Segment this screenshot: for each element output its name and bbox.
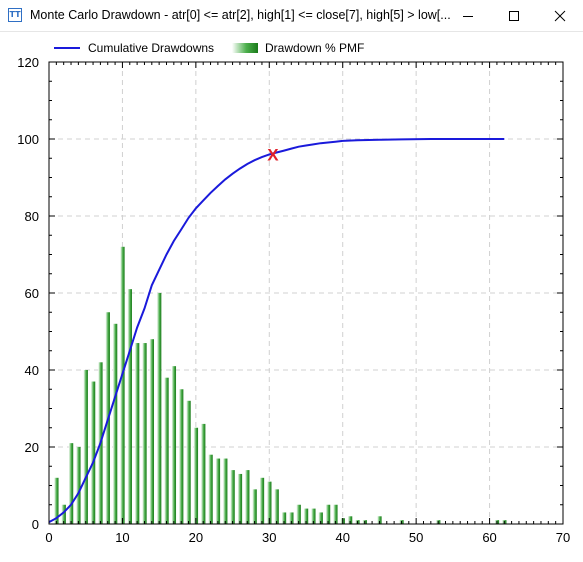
pmf-bar (252, 489, 257, 524)
legend: Cumulative Drawdowns Drawdown % PMF (54, 41, 364, 55)
y-tick-label: 20 (25, 440, 39, 455)
pmf-bar (193, 427, 199, 524)
pmf-bar (237, 473, 243, 524)
pmf-bar (208, 454, 213, 524)
y-tick-label: 80 (25, 209, 39, 224)
pmf-bar (200, 423, 206, 524)
axes: 0 10 20 30 40 50 60 70 0 20 40 60 80 100 120 (17, 55, 570, 545)
pmf-bar (127, 289, 132, 524)
pmf-bar (156, 293, 162, 524)
x-tick-label: 60 (482, 530, 496, 545)
pmf-bar (215, 458, 221, 524)
pmf-bar (230, 470, 235, 524)
pmf-bar (303, 508, 309, 524)
pmf-bar (267, 481, 272, 524)
drawdown-chart: X 0 10 20 30 40 50 60 70 0 20 40 60 80 100 120 Cumulat… (17, 41, 570, 545)
pmf-bar (171, 366, 177, 524)
maximize-button[interactable] (491, 0, 537, 31)
pmf-bar (325, 504, 331, 524)
pmf-bar (61, 504, 66, 524)
x-tick-label: 30 (262, 530, 276, 545)
x-tick-label: 20 (189, 530, 203, 545)
close-icon (554, 10, 566, 21)
pmf-bar (347, 516, 353, 524)
pmf-bar (76, 447, 81, 524)
pmf-bar (281, 512, 287, 524)
pmf-bar (142, 343, 147, 524)
pmf-bar (296, 504, 301, 524)
pmf-bar (178, 389, 184, 524)
legend-bar-swatch (232, 43, 258, 53)
pmf-bar (54, 477, 59, 524)
pmf-bar (134, 343, 140, 524)
minimize-button[interactable] (445, 0, 491, 31)
x-tick-label: 40 (335, 530, 349, 545)
marker-x-label: X (267, 145, 279, 164)
pmf-bar (164, 377, 169, 524)
x-tick-label: 10 (115, 530, 129, 545)
pmf-bar (120, 246, 125, 525)
pmf-bars (54, 246, 507, 525)
legend-label-pmf: Drawdown % PMF (265, 41, 364, 55)
pmf-bar (90, 381, 96, 524)
y-tick-label: 40 (25, 363, 39, 378)
pmf-bar (259, 477, 265, 524)
y-tick-label: 100 (17, 132, 39, 147)
pmf-bar (245, 470, 250, 524)
pmf-bar (223, 458, 228, 524)
pmf-bar (333, 504, 338, 524)
current-drawdown-marker: X (267, 145, 279, 164)
pmf-bar (186, 400, 191, 524)
pmf-bar (149, 339, 155, 524)
app-icon-text: TT (9, 10, 21, 19)
tt-app-icon: TT (8, 8, 22, 22)
y-tick-label: 60 (25, 286, 39, 301)
x-tick-label: 70 (556, 530, 570, 545)
pmf-bar (311, 508, 316, 524)
pmf-bar (377, 516, 382, 524)
maximize-icon (509, 10, 519, 21)
cumulative-drawdowns-line (48, 138, 505, 523)
close-button[interactable] (537, 0, 583, 31)
title-bar[interactable]: TT Monte Carlo Drawdown - atr[0] <= atr[… (0, 0, 583, 32)
minimize-icon (463, 15, 473, 17)
pmf-bar (83, 370, 88, 524)
y-tick-label: 0 (32, 517, 39, 532)
legend-label-cumulative: Cumulative Drawdowns (88, 41, 214, 55)
pmf-bar (289, 512, 294, 524)
y-tick-label: 120 (17, 55, 39, 70)
pmf-bar (68, 443, 74, 524)
pmf-bar (318, 512, 323, 524)
window-title: Monte Carlo Drawdown - atr[0] <= atr[2],… (30, 8, 450, 22)
pmf-bar (274, 489, 279, 524)
x-tick-label: 0 (45, 530, 52, 545)
x-tick-label: 50 (409, 530, 423, 545)
grid-lines (49, 62, 563, 524)
pmf-bar (112, 323, 118, 524)
